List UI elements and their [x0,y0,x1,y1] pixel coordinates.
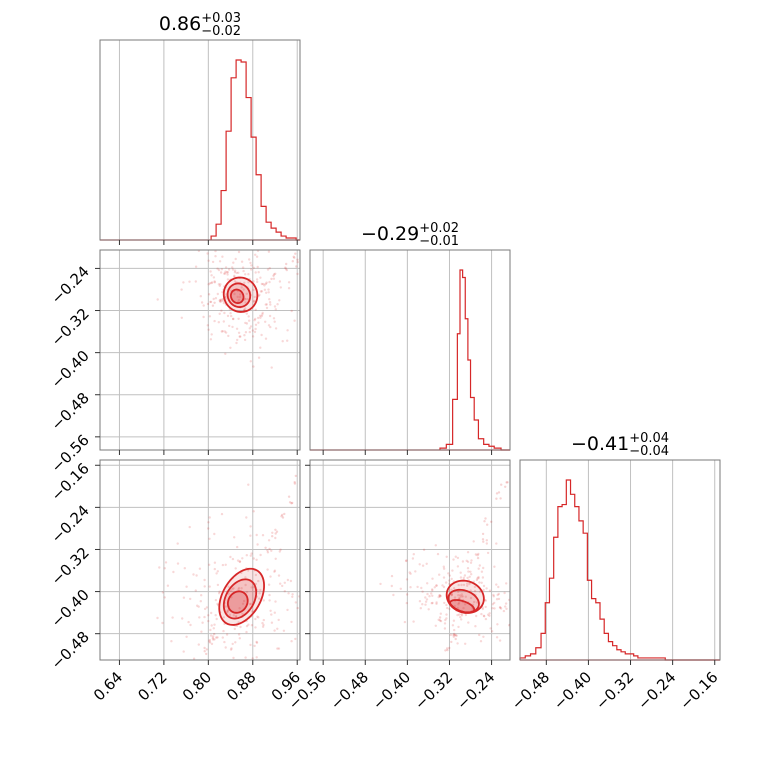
y-tick-label: −0.24 [48,263,93,308]
y-tick-label: −0.32 [48,305,93,350]
x-tick-label: −0.32 [411,668,456,713]
x-tick-label: 0.80 [179,668,215,704]
param-title-1: −0.29+0.02 [361,221,459,245]
panel-frame-0-1 [99,249,301,451]
x-tick-label: −0.40 [369,668,414,713]
y-tick-label: −0.40 [48,347,93,392]
x-tick-label: −0.48 [327,668,372,713]
y-tick-label: −0.32 [48,544,93,589]
x-tick-label: −0.40 [550,668,595,713]
y-tick-label: −0.48 [48,628,93,673]
panel-frame-1-1 [309,249,511,451]
x-tick-label: −0.32 [592,668,637,713]
param-title-minus-2: −0.04 [629,444,669,459]
param-title-0: 0.86+0.03 [159,11,241,35]
contour-0-1-2 [230,288,245,304]
histogram-param-1 [439,269,510,451]
scatter-panel-1-2 [379,481,510,652]
scatter-panel-0-1 [156,250,300,369]
param-title-minus-1: −0.01 [419,234,459,249]
x-tick-label: 0.64 [90,668,126,704]
x-tick-label: 0.72 [134,668,170,704]
contour-0-2-2 [226,590,249,614]
contour-1-2-2 [449,599,476,614]
panel-frame-2-2 [519,459,721,661]
x-tick-label: −0.24 [634,668,679,713]
x-tick-label: −0.48 [508,668,553,713]
y-tick-label: −0.24 [48,501,93,546]
param-title-2: −0.41+0.04 [571,431,669,455]
panel-frame-0-0 [99,39,301,241]
x-tick-label: 0.88 [223,668,259,704]
panel-frame-0-2 [99,459,301,661]
param-title-minus-0: −0.02 [201,24,241,39]
x-tick-label: −0.24 [453,668,498,713]
histogram-param-0 [210,59,300,241]
y-tick-label: −0.40 [48,586,93,631]
y-tick-label: −0.48 [48,389,93,434]
contour-0-2-1 [222,578,258,620]
scatter-panel-0-2 [156,474,300,660]
x-tick-label: −0.16 [676,668,721,713]
panel-frame-1-2 [309,459,511,661]
histogram-param-2 [519,479,720,661]
